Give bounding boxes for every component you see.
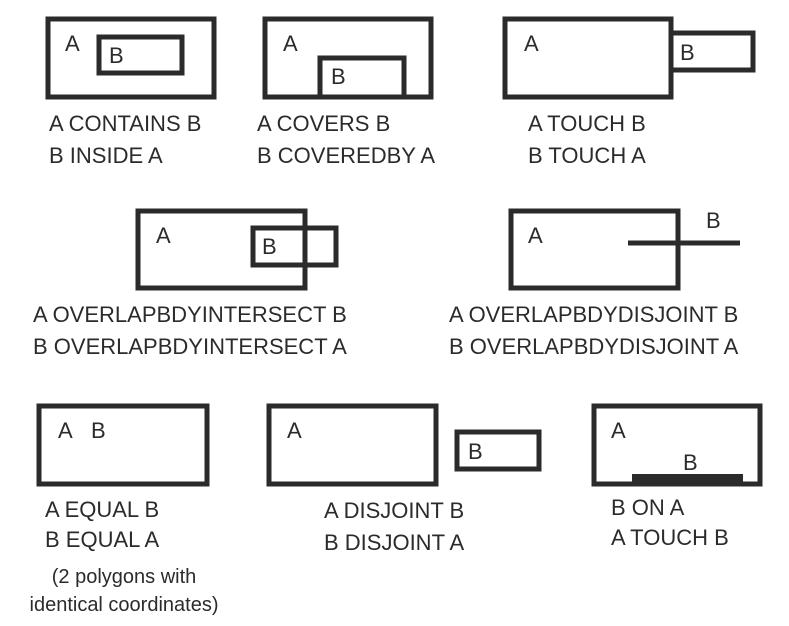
caption-line: A CONTAINS B [49, 111, 202, 136]
caption-line: A TOUCH B [611, 525, 729, 550]
panel-covers: A B [262, 16, 434, 100]
caption-overlap-intersect: A OVERLAPBDYINTERSECT B B OVERLAPBDYINTE… [33, 299, 347, 363]
label-a: A [287, 418, 302, 443]
label-b: B [683, 450, 698, 475]
panel-disjoint: A B [266, 403, 542, 487]
polygon-b [96, 34, 185, 76]
label-b: B [262, 234, 277, 259]
caption-line: A COVERS B [257, 111, 391, 136]
panel-equal: A B [36, 403, 210, 487]
label-b: B [680, 40, 695, 65]
label-b: B [468, 439, 483, 464]
caption-on: B ON A A TOUCH B [611, 493, 729, 553]
polygon-a [508, 208, 681, 291]
panel-overlap-intersect: A B [135, 208, 339, 291]
polygon-b [454, 429, 542, 472]
caption-line: B ON A [611, 495, 685, 520]
caption-line: A OVERLAPBDYINTERSECT B [33, 302, 347, 327]
label-a: A [528, 223, 543, 248]
polygon-a-and-b [36, 403, 210, 487]
polygon-a [45, 16, 217, 100]
label-a: A [58, 418, 73, 443]
caption-line: B DISJOINT A [324, 530, 465, 555]
caption-covers: A COVERS B B COVEREDBY A [257, 108, 435, 172]
panel-on: A B [591, 403, 763, 487]
caption-disjoint: A DISJOINT B B DISJOINT A [324, 495, 464, 559]
polygon-a [135, 208, 308, 291]
caption-line: B EQUAL A [45, 527, 160, 552]
polygon-a [266, 403, 439, 487]
polygon-b [668, 30, 756, 73]
caption-touch: A TOUCH B B TOUCH A [528, 108, 646, 172]
note-line: (2 polygons with [51, 566, 197, 588]
panel-contains: A B [45, 16, 217, 100]
caption-line: B INSIDE A [49, 143, 163, 168]
note-line: identical coordinates) [29, 594, 219, 616]
label-a: A [65, 31, 80, 56]
label-b: B [109, 43, 124, 68]
caption-contains: A CONTAINS B B INSIDE A [49, 108, 201, 172]
caption-line: B OVERLAPBDYINTERSECT A [33, 334, 347, 359]
caption-line: A TOUCH B [528, 111, 646, 136]
panel-overlap-disjoint: A B [508, 208, 740, 291]
equal-note: (2 polygons with identical coordinates) [8, 563, 240, 619]
label-a: A [156, 223, 171, 248]
label-a: A [524, 31, 539, 56]
label-b: B [91, 418, 106, 443]
polygon-b [250, 225, 339, 268]
panel-touch: A B [502, 16, 756, 100]
line-b [632, 474, 743, 486]
label-b: B [706, 208, 721, 233]
caption-line: A EQUAL B [45, 497, 160, 522]
caption-line: B OVERLAPBDYDISJOINT A [449, 334, 739, 359]
label-a: A [611, 418, 626, 443]
label-b: B [331, 64, 346, 89]
label-a: A [283, 31, 298, 56]
caption-equal: A EQUAL B B EQUAL A [45, 495, 159, 555]
caption-line: B COVEREDBY A [257, 143, 436, 168]
caption-line: A OVERLAPBDYDISJOINT B [449, 302, 739, 327]
polygon-b [317, 55, 407, 100]
caption-overlap-disjoint: A OVERLAPBDYDISJOINT B B OVERLAPBDYDISJO… [449, 299, 738, 363]
caption-line: B TOUCH A [528, 143, 646, 168]
caption-line: A DISJOINT B [324, 498, 465, 523]
